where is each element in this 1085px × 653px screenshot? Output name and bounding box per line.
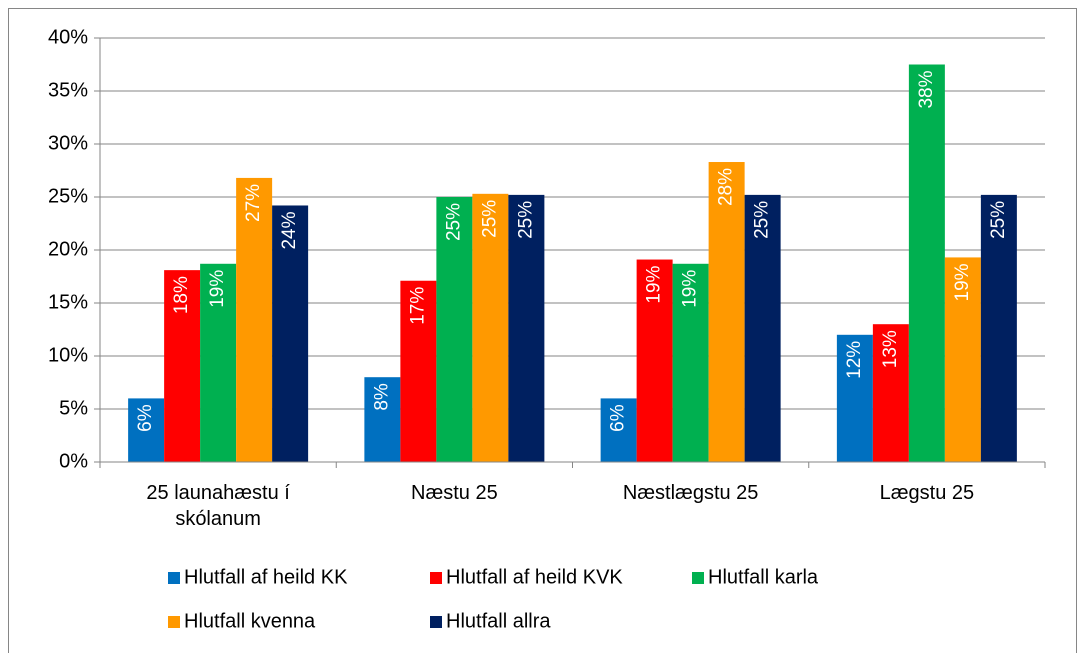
y-tick-label: 15% [48,291,88,313]
bar [400,280,437,462]
value-label: 19% [680,270,701,308]
legend-label: Hlutfall af heild KVK [446,566,623,588]
legend-label: Hlutfall allra [446,610,551,632]
y-tick-label: 35% [48,79,88,101]
y-tick-label: 5% [59,397,88,419]
bar [944,257,981,462]
legend-label: Hlutfall af heild KK [184,566,348,588]
chart-border [8,8,1077,653]
value-label: 12% [844,341,865,379]
value-label: 6% [135,404,156,432]
value-label: 8% [371,383,392,411]
bar [908,64,945,462]
bar [980,194,1017,462]
y-tick-label: 20% [48,238,88,260]
bar [600,398,637,462]
legend-swatch [692,572,704,584]
x-tick-label: Næstlægstu 25 [622,482,759,504]
bar [128,398,165,462]
x-tick-label: Lægstu 25 [879,482,975,504]
value-label: 25% [443,203,464,241]
value-label: 25% [515,201,536,239]
y-tick-label: 30% [48,132,88,154]
value-label: 24% [279,211,300,249]
legend-swatch [430,572,442,584]
legend-swatch [168,572,180,584]
bar [836,334,873,462]
value-label: 17% [407,287,428,325]
value-label: 13% [880,330,901,368]
legend-label: Hlutfall karla [708,566,819,588]
bar [200,263,237,462]
y-tick-label: 40% [48,26,88,48]
value-label: 19% [644,265,665,303]
value-label: 25% [479,200,500,238]
bar [472,193,509,462]
value-label: 18% [171,276,192,314]
y-tick-label: 10% [48,344,88,366]
y-tick-label: 25% [48,185,88,207]
bar [436,197,473,462]
x-tick-label: 25 launahæstu í skólanum [146,482,290,530]
bar [364,377,401,462]
value-label: 38% [916,70,937,108]
y-tick-label: 0% [59,450,88,472]
legend-label: Hlutfall kvenna [184,610,316,632]
value-label: 6% [608,404,629,432]
bar [744,194,781,462]
bar [636,259,673,462]
legend-swatch [168,616,180,628]
legend-swatch [430,616,442,628]
bar [164,270,201,462]
bar [708,162,745,462]
bar [272,205,309,463]
value-label: 25% [752,201,773,239]
bar [508,194,545,462]
value-label: 19% [207,270,228,308]
bar [236,177,273,463]
value-label: 28% [716,168,737,206]
x-tick-label: Næstu 25 [411,482,498,504]
bar [872,324,909,462]
value-label: 27% [243,184,264,222]
value-label: 25% [988,201,1009,239]
value-label: 19% [952,263,973,301]
bar [672,263,709,462]
